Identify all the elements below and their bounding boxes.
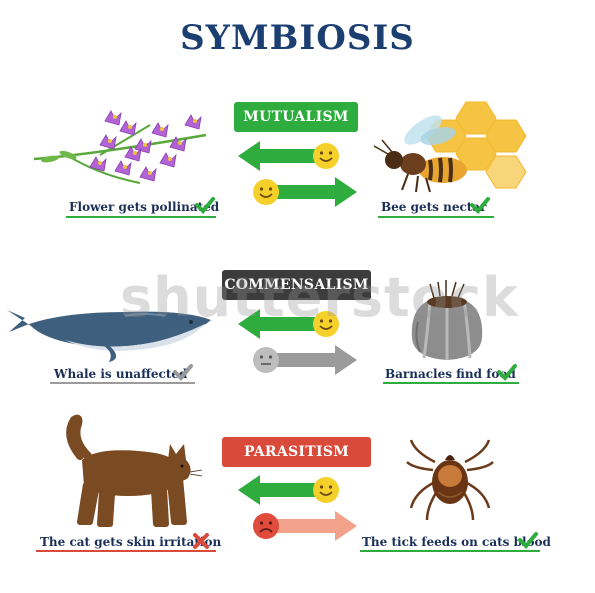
- cross-icon: [193, 533, 209, 549]
- arrow-left-green: [238, 475, 328, 505]
- barnacles-underline: [383, 382, 519, 384]
- arrow-right-pink: [265, 511, 357, 541]
- mutualism-badge: MUTUALISM: [234, 102, 358, 132]
- commensalism-badge: COMMENSALISM: [222, 270, 371, 300]
- happy-face-icon: [313, 143, 339, 169]
- happy-face-icon: [253, 179, 279, 205]
- bee-underline: [378, 216, 494, 218]
- happy-face-icon: [313, 311, 339, 337]
- check-icon: [497, 364, 517, 381]
- whale-underline: [50, 382, 195, 384]
- page-title: SYMBIOSIS: [180, 18, 415, 58]
- check-icon: [470, 197, 490, 214]
- whale-caption: Whale is unaffected: [54, 367, 188, 381]
- sad-face-icon: [253, 513, 279, 539]
- tick-caption: The tick feeds on cats blood: [362, 535, 551, 549]
- happy-face-icon: [313, 477, 339, 503]
- arrow-left-green: [238, 309, 328, 339]
- check-icon: [518, 532, 538, 549]
- flower-caption: Flower gets pollinated: [69, 200, 220, 214]
- bee-honeycomb-illustration: [373, 101, 527, 193]
- tick-underline: [360, 550, 540, 552]
- whale-illustration: [7, 310, 211, 362]
- neutral-face-icon: [253, 347, 279, 373]
- barnacles-caption: Barnacles find food: [385, 367, 516, 381]
- cat-illustration: [66, 414, 203, 527]
- tick-illustration: [406, 439, 494, 521]
- arrow-left-green: [238, 141, 328, 171]
- flower-illustration: [33, 110, 207, 184]
- cat-underline: [36, 550, 216, 552]
- bee-caption: Bee gets nectar: [381, 200, 487, 214]
- barnacles-illustration: [411, 280, 483, 360]
- flower-underline: [66, 216, 216, 218]
- cat-caption: The cat gets skin irritation: [40, 535, 222, 549]
- arrow-right-green: [265, 177, 357, 207]
- check-icon: [195, 197, 215, 214]
- parasitism-badge: PARASITISM: [222, 437, 371, 467]
- gray-check-icon: [173, 364, 193, 381]
- arrow-right-gray: [265, 345, 357, 375]
